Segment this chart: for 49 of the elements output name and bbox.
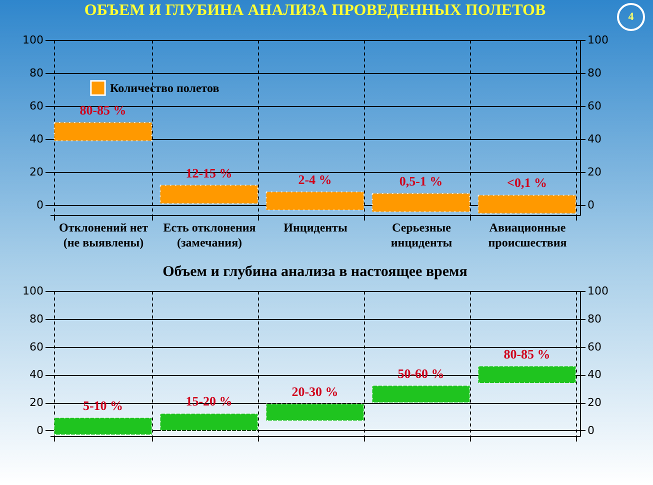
y-tick-label: 0 xyxy=(36,424,44,437)
y-tick-label: 40 xyxy=(30,132,44,146)
y-tick-label: 100 xyxy=(22,284,44,298)
y2-tick-label: 20 xyxy=(588,166,602,179)
bar xyxy=(160,184,258,204)
legend-label: Количество полетов xyxy=(110,81,220,95)
text: 4 xyxy=(617,3,645,31)
x-tick-label: Отклонений нет (не выявлены) xyxy=(59,220,148,250)
y-tick-label: 20 xyxy=(30,396,44,410)
y2-tick-label: 20 xyxy=(588,396,602,410)
y2-tick-label: 100 xyxy=(588,34,608,46)
y-tick-label: 0 xyxy=(36,198,44,212)
annotation: 2-4 % xyxy=(298,172,332,187)
y-tick-label: 60 xyxy=(30,340,44,354)
bar xyxy=(266,191,364,211)
chart-title: ОБЪЕМ И ГЛУБИНА АНАЛИЗА ПРОВЕДЕННЫХ ПОЛЕТОВ xyxy=(84,2,546,19)
bar xyxy=(54,417,152,436)
x-tick-label: Инциденты xyxy=(284,220,348,234)
y2-tick-label: 60 xyxy=(588,340,602,354)
bar xyxy=(372,385,470,404)
y-tick-label: 60 xyxy=(30,100,44,113)
y2-tick-label: 60 xyxy=(588,100,602,113)
y2-tick-label: 100 xyxy=(588,284,608,298)
bar xyxy=(54,122,152,142)
bar xyxy=(372,193,470,212)
y-tick-label: 80 xyxy=(30,66,44,80)
chart-title: Объем и глубина анализа в настоящее время xyxy=(162,264,468,280)
annotation: 20-30 % xyxy=(292,384,338,399)
bar xyxy=(478,194,576,214)
y2-tick-label: 40 xyxy=(588,132,602,146)
x-tick-label: Авиационные происшествия xyxy=(488,220,568,250)
y2-tick-label: 0 xyxy=(588,424,594,437)
bar xyxy=(160,413,258,431)
y-tick-label: 100 xyxy=(22,34,44,46)
annotation: 80-85 % xyxy=(504,346,550,362)
y2-tick-label: 0 xyxy=(588,198,594,212)
annotation: <0,1 % xyxy=(507,175,547,190)
y-tick-label: 20 xyxy=(30,166,44,179)
bar xyxy=(266,403,364,422)
annotation: 80-85 % xyxy=(80,102,126,118)
bar xyxy=(478,366,576,384)
y-tick-label: 80 xyxy=(30,312,44,326)
y-tick-label: 40 xyxy=(30,368,44,382)
y2-tick-label: 80 xyxy=(588,66,602,80)
x-tick-label: Серьезные инциденты xyxy=(390,220,453,250)
y2-tick-label: 40 xyxy=(588,368,602,382)
annotation: 0,5-1 % xyxy=(399,174,443,189)
x-tick-label: Есть отклонения (замечания) xyxy=(163,220,256,250)
y2-tick-label: 80 xyxy=(588,312,602,326)
